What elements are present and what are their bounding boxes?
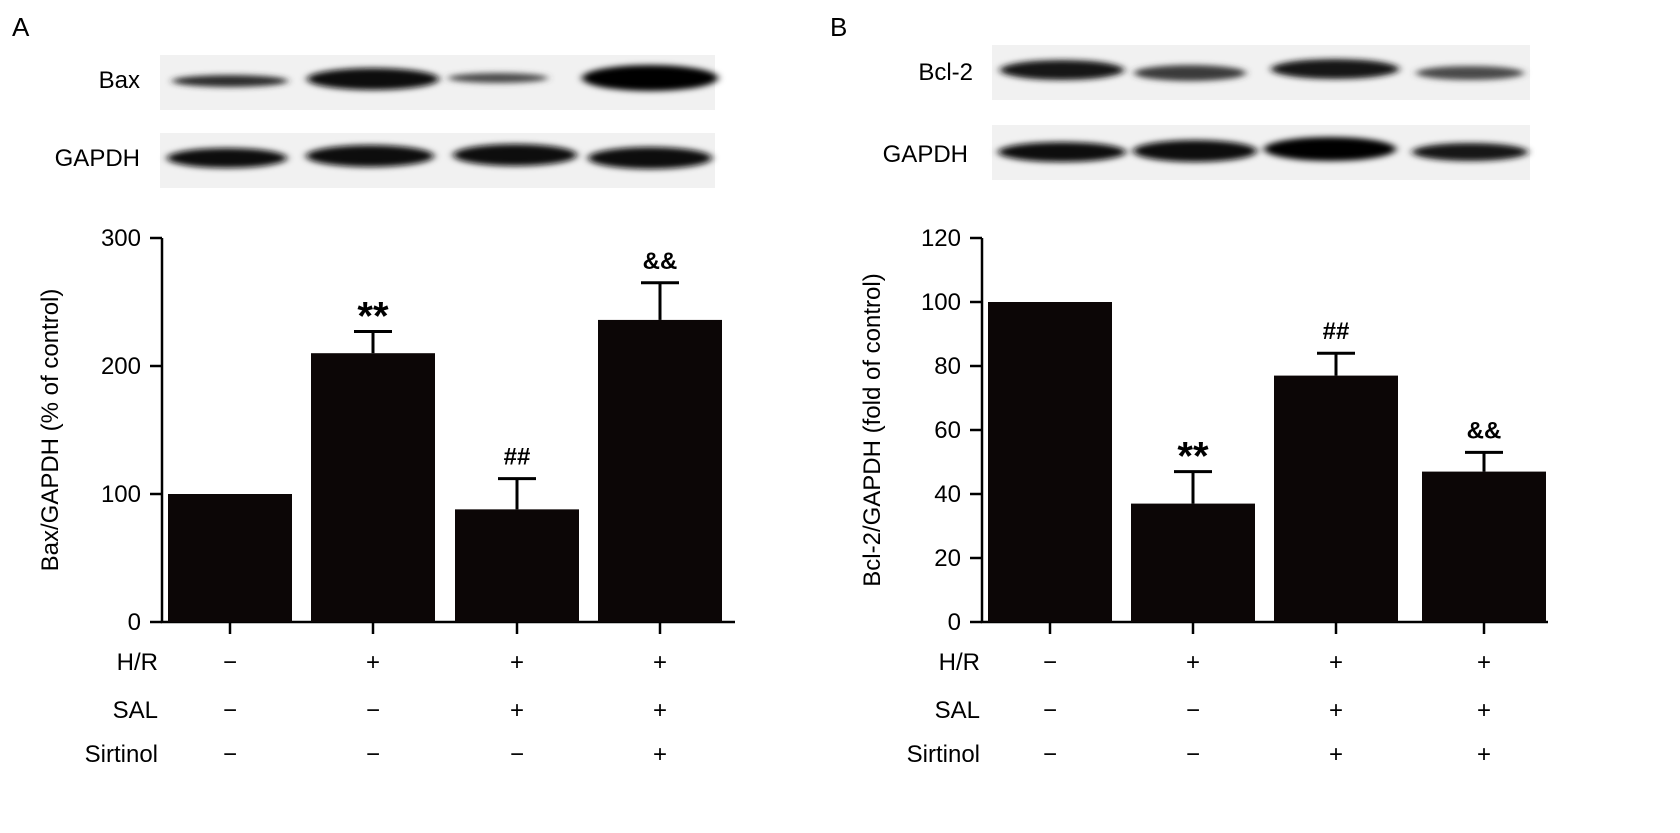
chart-b-bar-1 bbox=[988, 302, 1112, 622]
panel-b-label: B bbox=[830, 12, 847, 42]
chart-a-cond-sirtinol: Sirtinol bbox=[85, 741, 158, 768]
chart-a-sign-sal-4: + bbox=[653, 697, 667, 724]
blot-a-gapdh-band-2 bbox=[306, 145, 434, 167]
chart-b-ytick-label-60: 60 bbox=[934, 417, 961, 444]
chart-a-sign-sal-1: − bbox=[223, 697, 237, 724]
chart-a-cond-sal: SAL bbox=[113, 697, 158, 724]
chart-a-cond-hr: H/R bbox=[117, 649, 158, 676]
blot-b-bcl2-band-1 bbox=[1000, 60, 1124, 80]
blot-b-gapdh-band-1 bbox=[998, 142, 1126, 162]
chart-a-sign-sirtinol-2: − bbox=[366, 741, 380, 768]
blot-b-bcl2-band-4 bbox=[1416, 66, 1524, 80]
blot-a-bax-band-3 bbox=[448, 73, 548, 83]
blot-b-gapdh-band-2 bbox=[1133, 140, 1257, 162]
chart-b-bar-4 bbox=[1422, 471, 1546, 622]
chart-b-sign-hr-2: + bbox=[1186, 649, 1200, 676]
blot-a-bax-band-2 bbox=[307, 68, 439, 90]
chart-a-bar-3 bbox=[455, 509, 579, 622]
chart-b-ytick-label-80: 80 bbox=[934, 353, 961, 380]
blot-b: Bcl-2 GAPDH bbox=[883, 45, 1530, 180]
chart-b-ylabel: Bcl-2/GAPDH (fold of control) bbox=[859, 273, 886, 586]
blot-b-bcl2-band-3 bbox=[1271, 59, 1399, 79]
blot-a: Bax GAPDH bbox=[55, 55, 718, 188]
chart-b-bar-2 bbox=[1131, 503, 1255, 622]
chart-b-cond-sal: SAL bbox=[935, 697, 980, 724]
chart-b-significance-2: ** bbox=[1177, 435, 1209, 479]
chart-b-ytick-label-100: 100 bbox=[921, 289, 961, 316]
chart-b-sign-sirtinol-3: + bbox=[1329, 741, 1343, 768]
panel-b: B Bcl-2 GAPDH Bcl-2/GAPDH (fold of contr… bbox=[830, 12, 1548, 768]
chart-b-yticks: 0 20 40 60 80 100 120 bbox=[921, 225, 982, 636]
chart-a-sign-hr-3: + bbox=[510, 649, 524, 676]
chart-a-conditions: H/R SAL Sirtinol bbox=[85, 649, 158, 768]
chart-a-sign-sirtinol-4: + bbox=[653, 741, 667, 768]
chart-a-sign-sal-2: − bbox=[366, 697, 380, 724]
blot-b-bcl2-band-2 bbox=[1134, 65, 1246, 81]
chart-a-sign-hr-1: − bbox=[223, 649, 237, 676]
blot-b-label-gapdh: GAPDH bbox=[883, 141, 968, 168]
chart-b-ytick-label-120: 120 bbox=[921, 225, 961, 252]
chart-a-significance-4: && bbox=[643, 248, 678, 275]
chart-b-ytick-label-0: 0 bbox=[948, 609, 961, 636]
chart-b-sign-sirtinol-2: − bbox=[1186, 741, 1200, 768]
chart-a-sign-sirtinol-1: − bbox=[223, 741, 237, 768]
chart-b-sign-sal-2: − bbox=[1186, 697, 1200, 724]
chart-a-bar-1 bbox=[168, 494, 292, 622]
blot-a-gapdh-band-3 bbox=[453, 144, 577, 166]
chart-a-yticks: 0 100 200 300 bbox=[101, 225, 162, 636]
chart-a-sign-sal-3: + bbox=[510, 697, 524, 724]
chart-b-sign-sirtinol-1: − bbox=[1043, 741, 1057, 768]
chart-b-significance-3: ## bbox=[1323, 318, 1350, 345]
panel-a: A Bax GAPDH Bax/GAPDH (% of control) bbox=[12, 12, 735, 768]
chart-b-cond-hr: H/R bbox=[939, 649, 980, 676]
chart-b-ytick-label-20: 20 bbox=[934, 545, 961, 572]
blot-a-label-gapdh: GAPDH bbox=[55, 145, 140, 172]
chart-a-significance-3: ## bbox=[504, 444, 531, 471]
chart-a-ytick-label-200: 200 bbox=[101, 353, 141, 380]
blot-a-bax-band-1 bbox=[172, 75, 288, 87]
chart-a-sign-hr-4: + bbox=[653, 649, 667, 676]
blot-b-label-bcl2: Bcl-2 bbox=[918, 59, 973, 86]
chart-a-ytick-label-100: 100 bbox=[101, 481, 141, 508]
chart-b-sign-sal-4: + bbox=[1477, 697, 1491, 724]
chart-a-significance-2: ** bbox=[357, 294, 389, 338]
chart-a-bars: − − − ** + − − ## + + − && + + + bbox=[168, 248, 722, 768]
chart-a-ytick-label-0: 0 bbox=[128, 609, 141, 636]
blot-b-gapdh-band-3 bbox=[1264, 137, 1396, 161]
chart-b-sign-hr-3: + bbox=[1329, 649, 1343, 676]
chart-b-sign-hr-4: + bbox=[1477, 649, 1491, 676]
chart-a-ylabel: Bax/GAPDH (% of control) bbox=[37, 289, 64, 572]
chart-b-sign-sirtinol-4: + bbox=[1477, 741, 1491, 768]
chart-b-ytick-label-40: 40 bbox=[934, 481, 961, 508]
chart-a-ytick-label-300: 300 bbox=[101, 225, 141, 252]
chart-b-conditions: H/R SAL Sirtinol bbox=[907, 649, 980, 768]
blot-a-label-bax: Bax bbox=[99, 67, 140, 94]
chart-b-significance-4: && bbox=[1467, 417, 1502, 444]
chart-a-bar-2 bbox=[311, 353, 435, 622]
blot-a-gapdh-band-4 bbox=[588, 147, 712, 169]
panel-a-label: A bbox=[12, 12, 30, 42]
blot-a-gapdh-band-1 bbox=[167, 148, 287, 168]
chart-a-sign-hr-2: + bbox=[366, 649, 380, 676]
chart-a-sign-sirtinol-3: − bbox=[510, 741, 524, 768]
chart-b-sign-hr-1: − bbox=[1043, 649, 1057, 676]
blot-a-bax-band-4 bbox=[582, 65, 718, 91]
blot-b-gapdh-band-4 bbox=[1412, 143, 1528, 161]
chart-b-bars: − − − ** + − − ## + + + && + + + bbox=[988, 302, 1546, 768]
chart-b-sign-sal-1: − bbox=[1043, 697, 1057, 724]
chart-b-bar-3 bbox=[1274, 375, 1398, 622]
chart-a-bar-4 bbox=[598, 319, 722, 622]
chart-b-sign-sal-3: + bbox=[1329, 697, 1343, 724]
chart-b-cond-sirtinol: Sirtinol bbox=[907, 741, 980, 768]
